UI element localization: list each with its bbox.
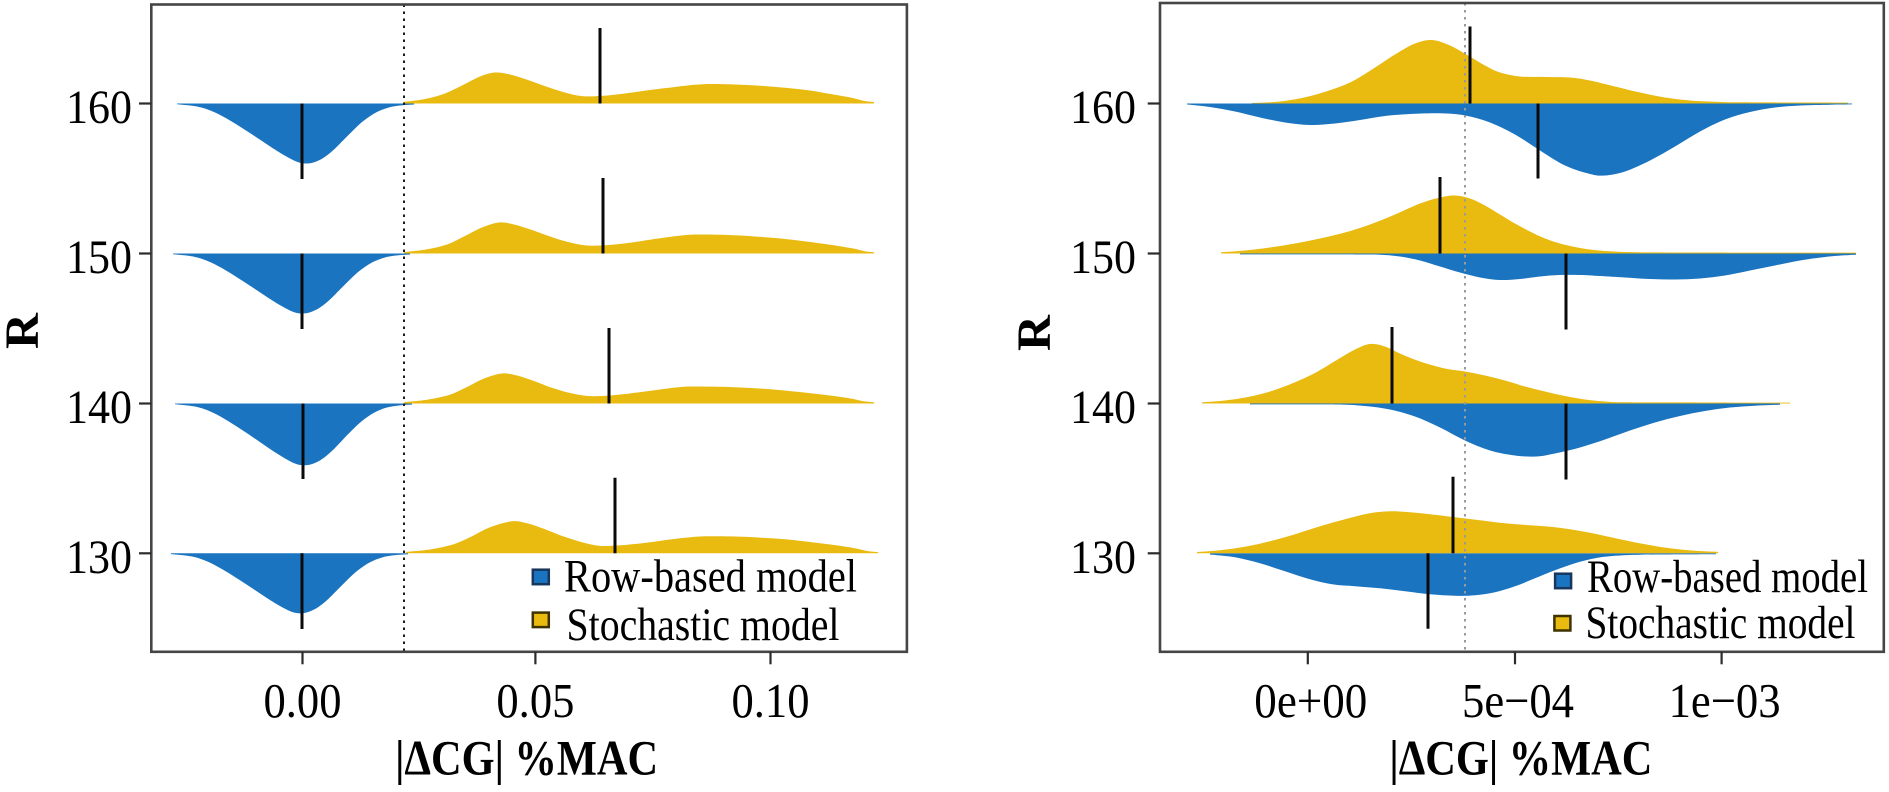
svg-text:R: R <box>1008 314 1061 351</box>
svg-text:0.05: 0.05 <box>496 673 574 728</box>
svg-text:140: 140 <box>1070 381 1136 434</box>
svg-text:|ΔCG| %MAC: |ΔCG| %MAC <box>395 730 658 786</box>
svg-text:0.10: 0.10 <box>732 673 810 728</box>
svg-text:Row-based model: Row-based model <box>564 550 857 602</box>
svg-text:0e+00: 0e+00 <box>1254 673 1367 728</box>
svg-text:Stochastic model: Stochastic model <box>1586 597 1856 649</box>
svg-text:0.00: 0.00 <box>264 673 342 728</box>
svg-text:Row-based model: Row-based model <box>1587 551 1868 603</box>
svg-text:160: 160 <box>66 81 132 134</box>
svg-text:160: 160 <box>1070 81 1136 134</box>
svg-text:130: 130 <box>1070 531 1136 584</box>
svg-text:1e−03: 1e−03 <box>1669 673 1781 728</box>
svg-text:5e−04: 5e−04 <box>1462 673 1574 728</box>
svg-text:150: 150 <box>66 231 132 284</box>
svg-text:130: 130 <box>66 531 132 584</box>
svg-text:Stochastic model: Stochastic model <box>567 599 840 651</box>
svg-text:R: R <box>0 312 49 349</box>
svg-text:150: 150 <box>1070 231 1136 284</box>
svg-text:|ΔCG| %MAC: |ΔCG| %MAC <box>1389 730 1652 786</box>
svg-text:140: 140 <box>66 381 132 434</box>
